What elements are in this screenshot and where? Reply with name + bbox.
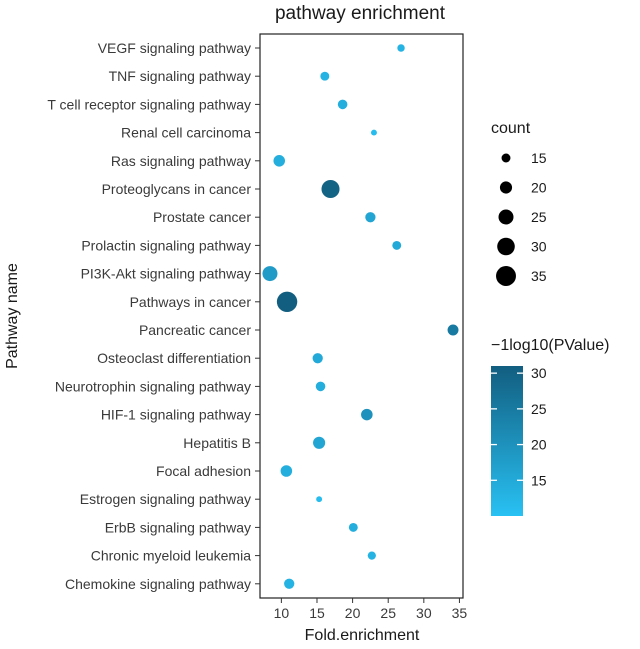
colorbar-tick-label: 25: [531, 401, 547, 417]
data-point: [337, 99, 348, 110]
y-tick-label: ErbB signaling pathway: [105, 519, 251, 535]
size-legend-label: 35: [531, 268, 547, 284]
x-tick-label: 25: [380, 605, 396, 621]
data-point: [321, 179, 340, 199]
size-legend-label: 15: [531, 150, 547, 166]
size-legend-dot: [496, 266, 516, 286]
data-point: [316, 496, 323, 503]
y-tick-label: Chemokine signaling pathway: [65, 576, 251, 592]
y-tick-label: Chronic myeloid leukemia: [91, 548, 252, 564]
colorbar-tick-label: 30: [531, 365, 547, 381]
x-tick-label: 20: [345, 605, 361, 621]
data-point: [397, 44, 405, 52]
y-tick-label: Prostate cancer: [153, 209, 251, 225]
size-legend: count 15 20 25 30 35: [491, 120, 547, 286]
data-points: [262, 44, 459, 589]
data-point: [320, 71, 330, 81]
data-point: [367, 551, 376, 560]
y-tick-label: Prolactin signaling pathway: [81, 237, 251, 253]
y-tick-label: Ras signaling pathway: [111, 153, 251, 169]
y-axis-title: Pathway name: [4, 263, 21, 369]
y-tick-label: Estrogen signaling pathway: [80, 491, 251, 507]
data-point: [273, 155, 286, 167]
y-tick-label: Hepatitis B: [183, 435, 251, 451]
y-tick-label: HIF-1 signaling pathway: [101, 407, 251, 423]
data-point: [276, 291, 298, 312]
data-point: [313, 436, 326, 449]
y-axis: VEGF signaling pathway TNF signaling path…: [47, 40, 260, 592]
data-point: [315, 381, 326, 392]
y-tick-label: PI3K-Akt signaling pathway: [81, 266, 251, 282]
data-point: [312, 353, 323, 364]
size-legend-title: count: [491, 120, 531, 137]
x-tick-label: 35: [452, 605, 468, 621]
y-tick-label: Neurotrophin signaling pathway: [55, 378, 251, 394]
size-legend-dot: [501, 153, 511, 163]
color-legend: −1log10(PValue) 15 20 25 30: [491, 337, 609, 516]
data-point: [371, 129, 377, 136]
size-legend-dot: [499, 181, 513, 194]
size-legend-dot: [497, 237, 515, 256]
chart-title: pathway enrichment: [275, 3, 446, 24]
data-point: [361, 408, 373, 421]
size-legend-label: 25: [531, 209, 547, 225]
data-point: [280, 465, 293, 477]
x-axis: 10 15 20 25 30 35: [274, 598, 468, 621]
x-tick-label: 15: [309, 605, 325, 621]
colorbar: [491, 366, 523, 516]
data-point: [447, 324, 459, 336]
y-tick-label: Pathways in cancer: [130, 294, 252, 310]
colorbar-tick-label: 20: [531, 437, 547, 453]
size-legend-label: 30: [531, 239, 547, 255]
y-tick-label: Focal adhesion: [156, 463, 251, 479]
data-point: [365, 212, 376, 223]
y-tick-label: TNF signaling pathway: [109, 68, 251, 84]
x-tick-label: 10: [274, 605, 290, 621]
y-tick-label: VEGF signaling pathway: [98, 40, 251, 56]
y-tick-label: T cell receptor signaling pathway: [47, 96, 251, 112]
data-point: [392, 240, 402, 250]
x-axis-title: Fold.enrichment: [305, 627, 420, 644]
y-tick-label: Renal cell carcinoma: [121, 125, 251, 141]
size-legend-dot: [498, 209, 514, 225]
x-tick-label: 30: [416, 605, 432, 621]
y-tick-label: Pancreatic cancer: [139, 322, 251, 338]
size-legend-label: 20: [531, 180, 547, 196]
color-legend-title: −1log10(PValue): [491, 337, 609, 354]
data-point: [284, 578, 295, 589]
y-tick-label: Proteoglycans in cancer: [102, 181, 252, 197]
data-point: [348, 522, 358, 532]
plot-panel: [259, 33, 464, 599]
y-tick-label: Osteoclast differentiation: [97, 350, 251, 366]
data-point: [262, 266, 278, 282]
colorbar-tick-label: 15: [531, 472, 547, 488]
